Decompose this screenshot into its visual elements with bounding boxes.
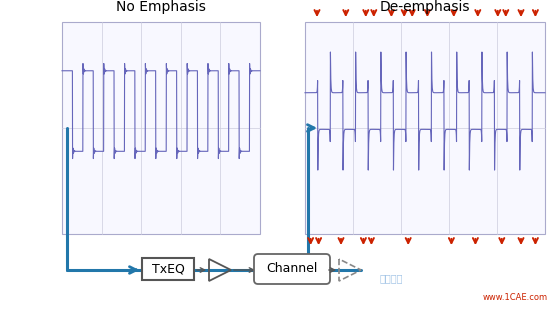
- Text: 信号完整: 信号完整: [380, 273, 403, 283]
- Bar: [305, 22, 545, 234]
- Bar: [142, 258, 194, 280]
- Text: De-emphasis: De-emphasis: [379, 0, 470, 14]
- Text: TxEQ: TxEQ: [152, 263, 184, 275]
- Bar: [62, 22, 260, 234]
- FancyBboxPatch shape: [254, 254, 330, 284]
- Text: No Emphasis: No Emphasis: [116, 0, 206, 14]
- Text: www.1CAE.com: www.1CAE.com: [483, 293, 548, 302]
- Text: Channel: Channel: [266, 263, 317, 275]
